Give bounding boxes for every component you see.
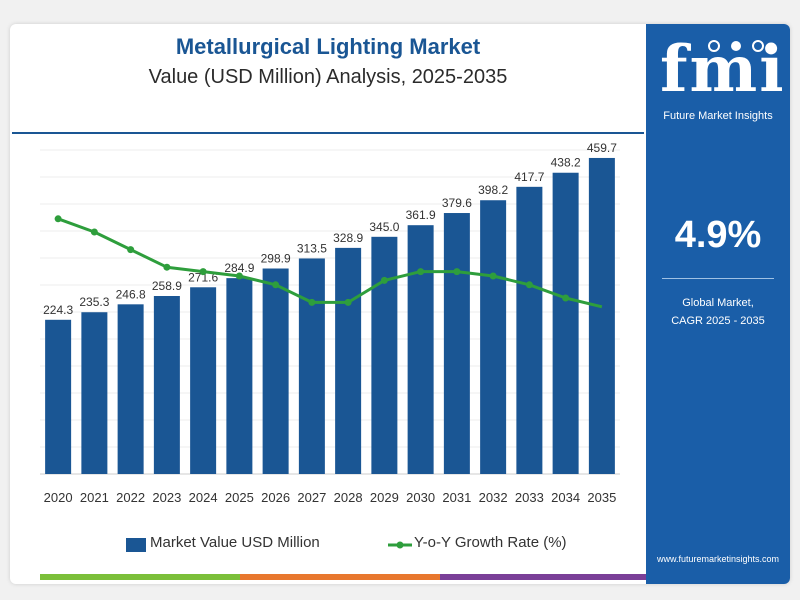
growth-rate-point (272, 281, 280, 289)
x-tick-label: 2025 (225, 490, 254, 505)
bar (81, 312, 108, 474)
bar-value-label: 284.9 (224, 261, 254, 275)
chart-subtitle: Value (USD Million) Analysis, 2025-2035 (148, 66, 508, 88)
x-tick-label: 2024 (189, 490, 218, 505)
bar (588, 157, 615, 475)
cagr-label-line2: CAGR 2025 - 2035 (671, 315, 765, 327)
bar (153, 296, 180, 474)
growth-rate-point (90, 228, 98, 236)
fmi-logo: fmi (660, 32, 786, 107)
bar-value-label: 345.0 (369, 220, 399, 234)
growth-rate-point (525, 281, 533, 289)
x-tick-label: 2021 (80, 490, 109, 505)
x-tick-label: 2035 (587, 490, 616, 505)
bar-value-label: 361.9 (406, 208, 436, 222)
legend-line-label: Y-o-Y Growth Rate (%) (414, 534, 567, 551)
growth-rate-point (344, 298, 352, 306)
x-tick-label: 2022 (116, 490, 145, 505)
cagr-value: 4.9% (674, 214, 762, 256)
chart-legend: Market Value USD Million Y-o-Y Growth Ra… (10, 530, 646, 554)
growth-rate-point (453, 268, 461, 276)
growth-rate-point (127, 246, 135, 254)
bar (117, 304, 144, 474)
x-tick-label: 2031 (442, 490, 471, 505)
bar-value-label: 224.3 (43, 303, 73, 317)
chart-card: Metallurgical Lighting Market Value (USD… (10, 24, 790, 584)
bar (443, 213, 470, 474)
growth-rate-point (308, 298, 316, 306)
bar-value-label: 398.2 (478, 183, 508, 197)
cagr-label: Global Market, CAGR 2025 - 2035 (646, 294, 790, 330)
bar-value-label: 258.9 (152, 279, 182, 293)
bar-value-label: 417.7 (514, 170, 544, 184)
bar-value-label: 235.3 (79, 295, 109, 309)
bar (262, 268, 289, 474)
x-tick-label: 2030 (406, 490, 435, 505)
growth-rate-point (417, 268, 425, 276)
bar (552, 172, 579, 475)
bar-value-label: 438.2 (551, 156, 581, 170)
stripe-green (40, 574, 240, 580)
bar (190, 287, 217, 474)
title-divider (12, 132, 644, 134)
x-tick-label: 2026 (261, 490, 290, 505)
x-tick-label: 2027 (297, 490, 326, 505)
stripe-orange (240, 574, 440, 580)
bar-value-label: 246.8 (116, 287, 146, 301)
website-link[interactable]: www.futuremarketinsights.com (656, 554, 780, 564)
growth-rate-point (54, 215, 62, 223)
bottom-color-stripe (40, 574, 646, 580)
cagr-label-line1: Global Market, (682, 297, 754, 309)
x-tick-label: 2029 (370, 490, 399, 505)
growth-rate-point (562, 294, 570, 302)
x-tick-label: 2032 (479, 490, 508, 505)
bar (45, 319, 72, 474)
bar (407, 225, 434, 474)
side-panel: fmi Future Market Insights 4.9% Global M… (646, 24, 790, 584)
stripe-purple (440, 574, 646, 580)
chart-plot: 224.32020235.32021246.82022258.92023271.… (40, 141, 620, 505)
bar-value-label: 298.9 (261, 252, 291, 266)
bar-value-label: 379.6 (442, 196, 472, 210)
bar-value-label: 459.7 (587, 141, 617, 155)
legend-bar-label: Market Value USD Million (150, 534, 320, 551)
x-tick-label: 2028 (334, 490, 363, 505)
legend-bar-swatch (126, 538, 146, 552)
brand-name: Future Market Insights (663, 110, 773, 122)
growth-rate-line (57, 217, 603, 309)
x-tick-label: 2023 (152, 490, 181, 505)
bar (480, 200, 507, 475)
x-tick-label: 2034 (551, 490, 580, 505)
bar (226, 278, 253, 474)
growth-rate-point (163, 263, 171, 271)
growth-rate-point (489, 272, 497, 280)
x-tick-label: 2020 (44, 490, 73, 505)
bar (298, 258, 325, 474)
chart-title: Metallurgical Lighting Market (175, 34, 481, 59)
x-tick-label: 2033 (515, 490, 544, 505)
growth-rate-point (380, 276, 388, 284)
fmi-logo-icons (708, 40, 764, 52)
growth-rate-point (199, 268, 207, 276)
growth-rate-point (235, 272, 243, 280)
bar (371, 236, 398, 474)
bar (335, 247, 362, 474)
panel-divider (662, 278, 774, 279)
bar-value-label: 328.9 (333, 231, 363, 245)
legend-line-swatch (388, 541, 412, 549)
bar (516, 186, 543, 475)
bar-value-label: 313.5 (297, 241, 327, 255)
